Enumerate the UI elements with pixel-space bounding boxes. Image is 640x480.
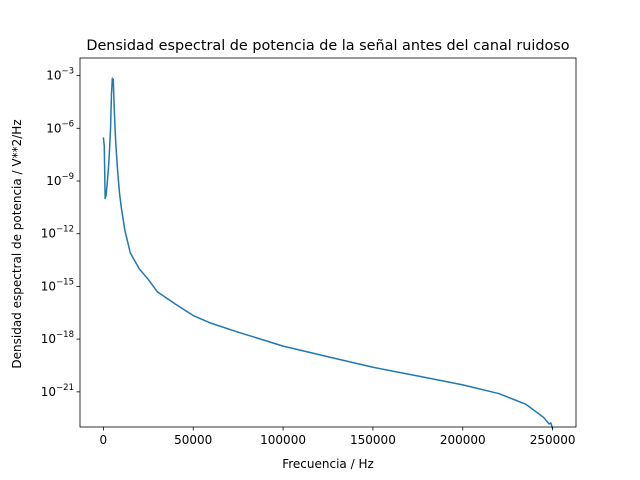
x-tick-label: 200000 bbox=[440, 433, 486, 447]
y-tick-label: 10−9 bbox=[46, 172, 74, 188]
x-tick-label: 0 bbox=[100, 433, 108, 447]
x-tick-label: 250000 bbox=[530, 433, 576, 447]
plot-area bbox=[79, 57, 577, 429]
y-axis: 10−3 10−6 10−9 10−12 10−15 10−18 10−21 bbox=[41, 67, 80, 399]
y-axis-label: Densidad espectral de potencia / V**2/Hz bbox=[10, 119, 24, 368]
y-tick-label: 10−3 bbox=[46, 67, 74, 83]
series-line-1 bbox=[102, 77, 554, 429]
y-tick-label: 10−21 bbox=[41, 383, 74, 399]
y-tick-label: 10−6 bbox=[46, 119, 74, 135]
y-tick-label: 10−12 bbox=[41, 225, 74, 241]
x-axis-label: Frecuencia / Hz bbox=[282, 457, 374, 471]
x-axis: 0 50000 100000 150000 200000 250000 bbox=[100, 427, 576, 447]
x-tick-label: 50000 bbox=[174, 433, 212, 447]
plot-frame bbox=[79, 57, 577, 428]
y-tick-label: 10−15 bbox=[41, 277, 74, 293]
x-tick-label: 150000 bbox=[350, 433, 396, 447]
y-tick-label: 10−18 bbox=[41, 330, 74, 346]
x-tick-label: 100000 bbox=[260, 433, 306, 447]
chart-title: Densidad espectral de potencia de la señ… bbox=[86, 38, 569, 54]
